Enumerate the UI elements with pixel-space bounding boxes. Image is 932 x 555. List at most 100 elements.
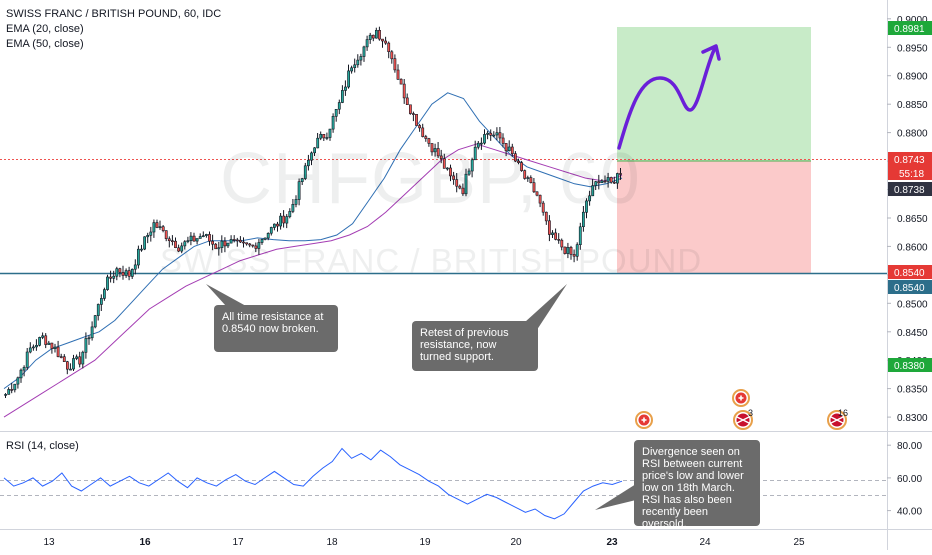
candle-body bbox=[44, 335, 48, 345]
candle-body bbox=[133, 264, 137, 270]
candle-body bbox=[452, 175, 456, 180]
ema50-legend[interactable]: EMA (50, close) bbox=[6, 38, 84, 50]
chart-title[interactable]: SWISS FRANC / BRITISH POUND, 60, IDC bbox=[6, 8, 222, 20]
bar-countdown-text: 55:18 bbox=[899, 169, 924, 180]
candle-body bbox=[433, 148, 437, 153]
candle-body bbox=[319, 134, 323, 139]
candle-body bbox=[208, 234, 211, 242]
candle-body bbox=[322, 134, 326, 139]
retest-callout[interactable]: Retest of previous resistance, now turne… bbox=[412, 321, 538, 371]
candles-group bbox=[4, 26, 622, 398]
candle-body bbox=[507, 146, 511, 152]
candle-body bbox=[72, 358, 75, 370]
candle-body bbox=[374, 29, 378, 39]
candle-body bbox=[137, 248, 140, 266]
entry-badge-bg bbox=[888, 182, 932, 196]
candle-body bbox=[337, 102, 341, 110]
resistance-badge-text: 0.8540 bbox=[894, 268, 925, 279]
candle-body bbox=[257, 242, 261, 249]
candle-body bbox=[390, 51, 394, 60]
time-tick-label: 24 bbox=[699, 537, 711, 548]
candle-body bbox=[371, 34, 375, 39]
projection-arrow[interactable] bbox=[617, 48, 716, 150]
candle-body bbox=[285, 216, 289, 224]
candle-body bbox=[100, 298, 103, 305]
candle-body bbox=[121, 271, 125, 276]
candle-body bbox=[297, 181, 301, 200]
candle-body bbox=[217, 247, 221, 250]
target-price-badge: 0.8981 bbox=[888, 21, 932, 35]
candle-body bbox=[201, 235, 205, 237]
candle-body bbox=[183, 241, 187, 247]
callout-pointer-3 bbox=[595, 484, 636, 510]
candle-body bbox=[22, 367, 26, 371]
candle-body bbox=[483, 134, 486, 144]
price-tick-label: 0.8850 bbox=[897, 100, 928, 111]
candle-body bbox=[313, 147, 317, 154]
candle-body bbox=[303, 165, 307, 179]
candle-body bbox=[294, 199, 298, 205]
candle-body bbox=[359, 56, 363, 61]
candle-body bbox=[445, 167, 449, 170]
candle-body bbox=[53, 346, 57, 350]
resistance-price-badge-2: 0.8540 bbox=[888, 280, 932, 294]
candle-body bbox=[526, 177, 530, 179]
divergence-callout[interactable]: Divergence seen on RSI between current p… bbox=[634, 440, 760, 530]
ema20-legend[interactable]: EMA (20, close) bbox=[6, 23, 84, 35]
price-tick-label: 0.8900 bbox=[897, 72, 928, 83]
candle-body bbox=[405, 97, 409, 106]
candle-body bbox=[226, 242, 230, 247]
candle-body bbox=[529, 177, 533, 184]
candle-body bbox=[93, 315, 97, 328]
candle-body bbox=[473, 146, 477, 161]
stop-zone[interactable] bbox=[617, 161, 811, 273]
candle-body bbox=[158, 226, 162, 228]
candle-body bbox=[245, 242, 249, 245]
candle-body bbox=[161, 226, 165, 231]
candle-body bbox=[69, 368, 72, 371]
resistance-callout[interactable]: All time resistance at 0.8540 now broken… bbox=[214, 305, 338, 352]
resistance-badge-2-text: 0.8540 bbox=[894, 283, 925, 294]
price-tick-label: 0.8350 bbox=[897, 385, 928, 396]
candle-body bbox=[424, 136, 428, 139]
candle-body bbox=[554, 232, 558, 240]
candle-body bbox=[251, 244, 255, 247]
candle-body bbox=[75, 356, 79, 359]
event-badge-uk-2[interactable]: 16 bbox=[827, 408, 848, 430]
candle-body bbox=[387, 42, 391, 52]
event-badge-ch-2[interactable] bbox=[732, 389, 750, 407]
candle-body bbox=[10, 389, 14, 391]
candle-body bbox=[248, 243, 252, 246]
candle-body bbox=[396, 69, 400, 80]
rsi-axis[interactable]: 40.00 60.00 80.00 bbox=[887, 441, 922, 518]
candle-body bbox=[619, 173, 622, 175]
candle-body bbox=[171, 240, 174, 242]
candle-body bbox=[38, 337, 42, 346]
candle-body bbox=[174, 240, 177, 248]
uk-cross-icon bbox=[736, 416, 750, 424]
event-badge-ch-1[interactable] bbox=[635, 411, 653, 429]
stop-price-badge: 0.8380 bbox=[888, 358, 932, 372]
candle-body bbox=[263, 237, 267, 240]
candle-body bbox=[588, 195, 592, 202]
event-badge-uk-1[interactable]: 3 bbox=[733, 408, 753, 430]
candle-body bbox=[523, 170, 527, 179]
candle-body bbox=[35, 344, 38, 348]
rsi-legend[interactable]: RSI (14, close) bbox=[6, 440, 79, 452]
candle-body bbox=[591, 185, 595, 197]
resistance-badge-bg bbox=[888, 265, 932, 279]
last-price-badge: 0.8743 55:18 bbox=[888, 152, 932, 180]
time-tick-label: 13 bbox=[43, 537, 55, 548]
time-axis[interactable]: 13 16 17 18 19 20 23 24 25 bbox=[43, 537, 805, 548]
candle-body bbox=[177, 247, 181, 252]
swiss-cross-icon bbox=[641, 417, 647, 423]
time-tick-label: 20 bbox=[510, 537, 522, 548]
candle-body bbox=[581, 211, 585, 227]
candle-body bbox=[408, 104, 412, 114]
price-tick-label: 0.8650 bbox=[897, 214, 928, 225]
candle-body bbox=[356, 59, 360, 66]
candle-body bbox=[325, 137, 329, 139]
price-tick-label: 0.8300 bbox=[897, 413, 928, 424]
price-tick-label: 0.8600 bbox=[897, 242, 928, 253]
